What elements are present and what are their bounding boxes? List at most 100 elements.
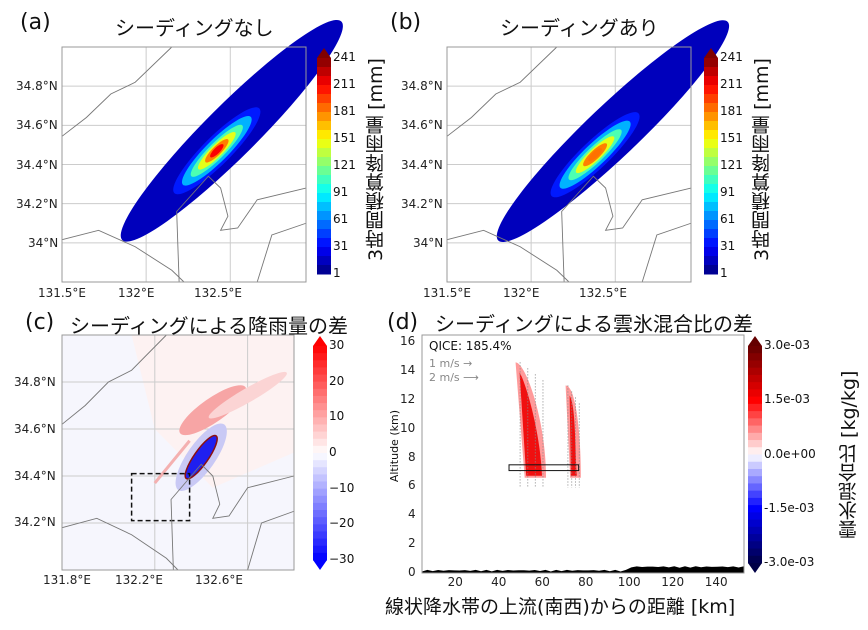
panel-d-colorbar-segment — [748, 490, 762, 499]
coastline — [61, 517, 179, 571]
panel-d-colorbar-segment — [748, 505, 762, 513]
panel-b-colorbar-segment — [704, 220, 718, 230]
panel-c-colorbar-segment — [313, 481, 327, 490]
colorbar-tick-label: 121 — [333, 158, 356, 172]
y-tick-label: 16 — [400, 334, 416, 349]
panel-b-colorbar-segment — [704, 112, 718, 122]
panel-b-colorbar-segment — [704, 94, 718, 104]
panel-c-colorbar-segment — [313, 438, 327, 447]
panel-b-colorbar-segment — [704, 157, 718, 167]
arrow-right-icon: → — [463, 357, 473, 370]
panel-d-colorbar-segment — [748, 382, 762, 390]
panel-b-colorbar-extend-max — [704, 48, 718, 58]
panel-b-colorbar-segment — [704, 85, 718, 95]
panel-c-colorbar-segment — [313, 360, 327, 368]
panel-a-colorbar-segment — [317, 166, 331, 176]
x-tick-label: 132.6°E — [195, 573, 243, 587]
x-tick-label: 40 — [491, 575, 507, 589]
y-tick-label: 34.4°N — [401, 158, 443, 172]
coastline — [256, 222, 307, 283]
y-tick-label: 34.2°N — [401, 197, 443, 211]
colorbar-tick-label: 0.0e+00 — [764, 446, 816, 461]
panel-d-colorbar-segment — [748, 512, 762, 521]
y-tick-label: 10 — [400, 420, 416, 435]
rain-contour — [210, 144, 224, 158]
seeding-box — [508, 464, 580, 472]
panel-d-colorbar-segment — [748, 534, 762, 542]
panel-a-colorbar-segment — [317, 85, 331, 95]
panel-b-title: シーディングあり — [500, 16, 659, 40]
negative-diff-core — [184, 434, 218, 480]
plot-background — [422, 335, 744, 573]
panel-d-colorbar-segment — [748, 454, 762, 463]
positive-diff-core — [179, 385, 247, 436]
panel-a-colorbar-label: 3時間積算降雨量 [mm] — [365, 58, 387, 262]
panel-c-colorbar-segment — [313, 424, 327, 433]
x-tick-label: 132.5°E — [579, 286, 627, 300]
panel-c-colorbar-segment — [313, 517, 327, 525]
panel-a-colorbar-segment — [317, 121, 331, 131]
y-tick-label: 34.6°N — [401, 118, 443, 132]
panel-d-colorbar-segment — [748, 411, 762, 419]
panel-a-label: (a) — [20, 10, 51, 35]
panel-a-colorbar-segment — [317, 202, 331, 212]
plot-frame — [421, 334, 745, 574]
colorbar-tick-label: −30 — [329, 552, 355, 566]
coastlines — [61, 334, 295, 571]
plot-frame — [61, 334, 295, 571]
y-tick-label: 34.4°N — [16, 158, 58, 172]
panel-a-colorbar-segment — [317, 76, 331, 86]
panel-d-colorbar-segment — [748, 396, 762, 405]
panel-b-colorbar-segment — [704, 121, 718, 131]
panel-c-colorbar-segment — [313, 445, 327, 454]
colorbar-tick-label: 10 — [329, 409, 345, 424]
panel-c-colorbar — [313, 336, 327, 570]
coastline — [446, 46, 558, 137]
panel-c-colorbar-segment — [313, 417, 327, 425]
terrain — [422, 566, 744, 573]
panel-d-colorbar-segment — [748, 548, 762, 557]
x-tick-label: 100 — [617, 575, 641, 589]
panel-c-map — [61, 334, 295, 571]
colorbar-tick-label: 91 — [720, 185, 736, 199]
panel-c-colorbar-segment — [313, 453, 327, 461]
panel-d-colorbar-segment — [748, 418, 762, 427]
panel-a-colorbar-segment — [317, 229, 331, 239]
panel-d-colorbar-segment — [748, 389, 762, 398]
y-tick-label: 34.8°N — [16, 79, 58, 93]
panel-d-colorbar-segment — [748, 425, 762, 434]
panel-c-colorbar-segment — [313, 545, 327, 554]
colorbar-tick-label: −10 — [329, 480, 355, 495]
panel-c-colorbar-segment — [313, 374, 327, 383]
panel-a-colorbar-segment — [317, 193, 331, 203]
wind-legend-1: 1 m/s → — [429, 357, 472, 370]
panel-d-colorbar-segment — [748, 403, 762, 412]
panel-a-map — [61, 19, 343, 283]
positive-streak — [153, 439, 191, 485]
colorbar-tick-label: 211 — [720, 77, 743, 91]
panel-d-colorbar-segment — [748, 468, 762, 477]
panel-a-colorbar-segment — [317, 265, 331, 275]
y-tick-label: 34.8°N — [401, 79, 443, 93]
wind-legend-2-label: 2 m/s — [429, 371, 460, 384]
panel-c-colorbar-segment — [313, 467, 327, 475]
panel-b-colorbar-segment — [704, 202, 718, 212]
coastline — [446, 229, 570, 283]
panel-d-colorbar-segment — [748, 497, 762, 506]
colorbar-tick-label: 181 — [333, 104, 356, 118]
colorbar-tick-label: 31 — [333, 239, 349, 253]
coastline — [61, 46, 173, 137]
panel-b-colorbar-segment — [704, 175, 718, 185]
panel-a-colorbar-segment — [317, 184, 331, 194]
panel-b-colorbar-segment — [704, 166, 718, 176]
panel-d-colorbar-segment — [748, 476, 762, 484]
y-tick-label: 4 — [408, 507, 416, 522]
coastlines — [446, 46, 692, 283]
colorbar-tick-label: 91 — [333, 185, 349, 199]
panel-d-label: (d) — [387, 310, 419, 335]
y-tick-label: 14 — [400, 363, 416, 378]
panel-b-colorbar-segment — [704, 103, 718, 113]
y-tick-label: 34.8°N — [14, 375, 56, 389]
y-tick-label: 34°N — [413, 236, 444, 250]
panel-d-xlabel: 線状降水帯の上流(南西)からの距離 [km] — [385, 596, 736, 618]
